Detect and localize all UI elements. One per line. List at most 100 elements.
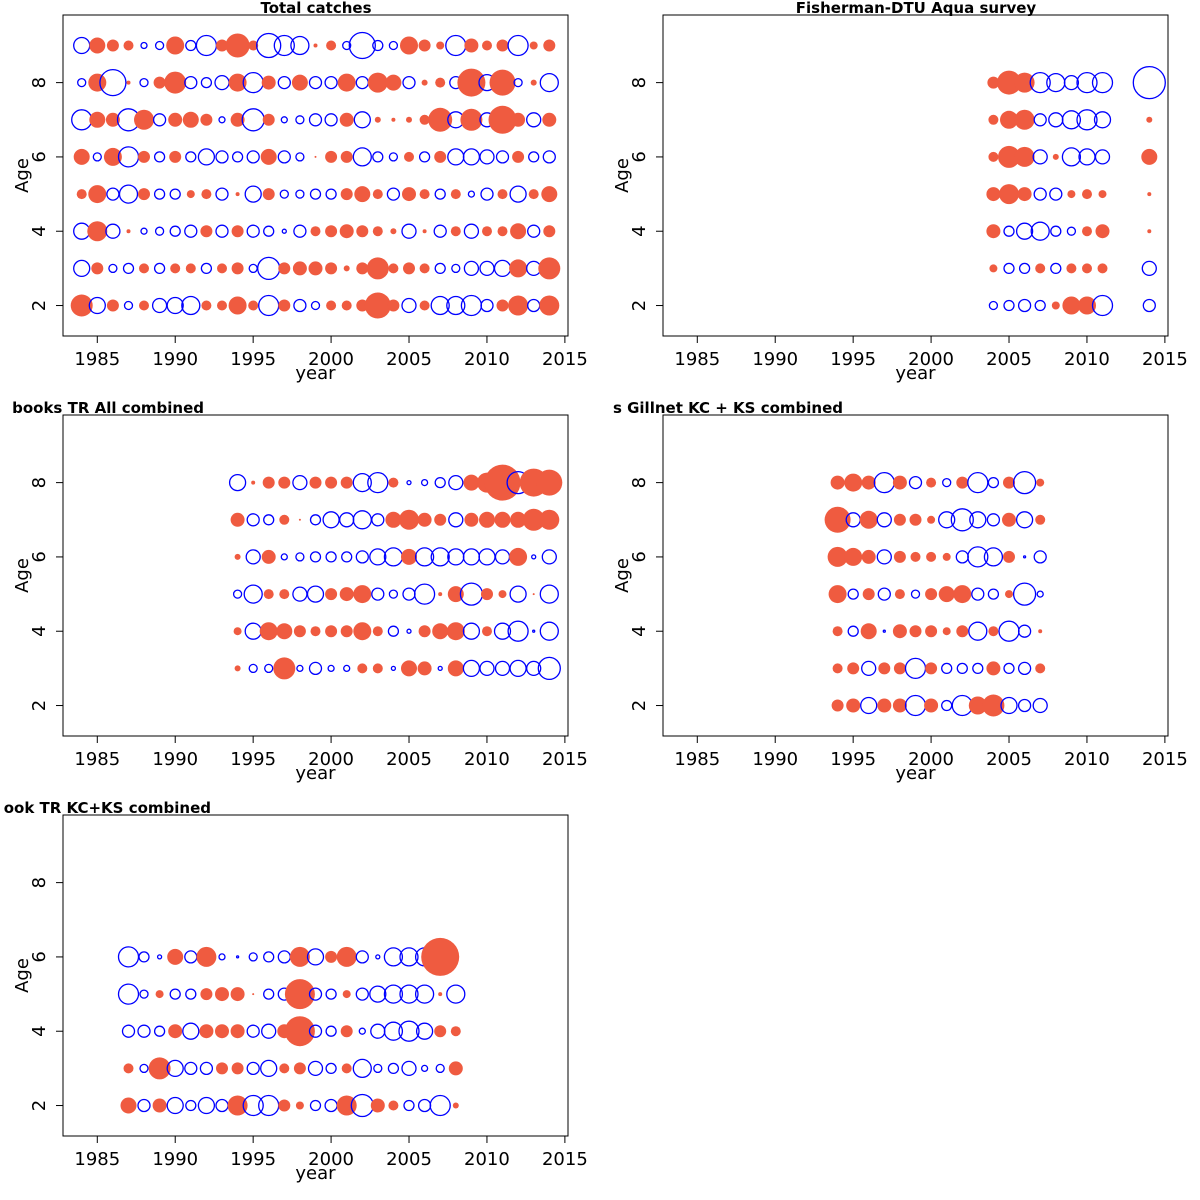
x-tick-label: 1995 (830, 749, 876, 770)
residual-bubble-1987-age9 (123, 40, 134, 51)
residual-bubble-2006-age3 (1017, 661, 1032, 676)
residual-bubble-1990-age6 (169, 150, 182, 163)
x-tick-label: 1995 (230, 1149, 276, 1170)
residual-bubble-2008-age7 (448, 512, 464, 528)
residual-bubble-2006-age4 (1015, 222, 1034, 240)
residual-bubble-1999-age4 (310, 626, 321, 637)
residual-bubble-2003-age4 (370, 1023, 386, 1039)
residual-bubble-2004-age7 (988, 114, 999, 125)
residual-bubble-1988-age2 (139, 300, 149, 311)
residual-bubble-1994-age3 (234, 665, 241, 672)
residual-bubble-2000-age3 (925, 662, 938, 675)
residual-bubble-1984-age3 (73, 259, 91, 278)
residual-bubble-1997-age7 (279, 514, 290, 525)
residual-bubble-2004-age3 (986, 661, 1001, 676)
residual-bubble-1998-age4 (892, 624, 907, 639)
residual-bubble-2005-age5 (399, 984, 419, 1004)
residual-bubble-1992-age6 (196, 946, 217, 967)
residual-bubble-2002-age6 (355, 950, 369, 964)
residual-bubble-1998-age5 (894, 589, 905, 600)
residual-bubble-1998-age8 (292, 474, 308, 491)
residual-bubble-2007-age3 (1035, 263, 1046, 274)
residual-bubble-2006-age4 (422, 229, 427, 234)
residual-bubble-2005-age6 (399, 947, 419, 967)
bubble-layer (824, 470, 1048, 717)
residual-bubble-2007-age6 (430, 547, 450, 567)
residual-bubble-2011-age7 (488, 105, 517, 134)
residual-bubble-2010-age5 (481, 588, 493, 601)
residual-bubble-2007-age5 (434, 188, 446, 200)
residual-bubble-1989-age5 (153, 188, 166, 200)
residual-bubble-2005-age4 (998, 620, 1020, 642)
residual-bubble-2013-age3 (526, 660, 542, 677)
panel-title: books TR All combined (12, 399, 204, 417)
residual-bubble-2005-age4 (401, 223, 417, 239)
residual-bubble-1991-age3 (185, 263, 196, 274)
residual-bubble-1986-age3 (108, 263, 118, 274)
residual-bubble-1993-age2 (215, 1098, 229, 1113)
x-tick-label: 1990 (152, 349, 198, 370)
residual-bubble-2005-age3 (401, 1060, 417, 1077)
residual-bubble-1995-age8 (251, 480, 256, 485)
y-axis-label: Age (12, 958, 33, 993)
residual-bubble-2014-age3 (538, 257, 561, 280)
residual-bubble-2001-age5 (339, 587, 354, 602)
residual-bubble-2005-age8 (997, 70, 1021, 95)
residual-bubble-2002-age6 (955, 550, 969, 564)
residual-bubble-2008-age5 (1049, 187, 1063, 201)
residual-bubble-2001-age4 (339, 224, 354, 239)
residual-bubble-2009-age3 (462, 659, 481, 678)
residual-bubble-1990-age3 (170, 263, 181, 274)
residual-bubble-1999-age3 (308, 661, 323, 676)
residual-bubble-1994-age5 (828, 585, 847, 604)
residual-bubble-1994-age8 (228, 73, 247, 92)
residual-bubble-1997-age7 (280, 116, 288, 124)
panel-logbooks-all: books TR All combined 1985 1990 1995 2000 200… (12, 399, 588, 784)
residual-bubble-1998-age3 (292, 261, 307, 276)
y-tick-label: 6 (29, 951, 50, 962)
residual-bubble-1988-age6 (138, 150, 150, 163)
residual-bubble-2013-age4 (532, 629, 536, 633)
residual-bubble-2000-age4 (325, 625, 338, 638)
residual-bubble-2007-age3 (1035, 663, 1046, 674)
residual-bubble-1997-age8 (277, 75, 291, 90)
residual-bubble-1998-age6 (893, 550, 906, 563)
residual-bubble-1984-age8 (77, 77, 87, 88)
residual-bubble-2008-age8 (448, 474, 464, 491)
residual-bubble-1992-age5 (200, 988, 213, 1001)
residual-bubble-2006-age8 (1012, 470, 1037, 495)
x-tick-label: 2000 (308, 749, 354, 770)
residual-bubble-2001-age8 (340, 476, 353, 489)
residual-bubble-1990-age5 (169, 988, 181, 1000)
residual-bubble-1994-age7 (230, 112, 245, 127)
residual-bubble-2010-age3 (1082, 263, 1092, 274)
residual-bubble-2003-age8 (967, 471, 989, 494)
residual-bubble-1997-age5 (877, 587, 891, 601)
residual-bubble-2006-age7 (417, 512, 432, 527)
residual-bubble-1996-age3 (257, 256, 281, 281)
residual-bubble-2000-age5 (325, 988, 337, 1000)
residual-bubble-2010-age5 (1082, 189, 1092, 200)
residual-bubble-1997-age5 (279, 589, 290, 600)
residual-bubble-1995-age2 (846, 698, 861, 713)
residual-bubble-1993-age5 (215, 187, 229, 201)
residual-bubble-1998-age9 (290, 35, 310, 56)
residual-bubble-1994-age9 (225, 33, 250, 58)
panel-total-catches: Total catches 1985 1990 1995 2000 2005 2010 201… (12, 0, 588, 384)
residual-bubble-1990-age2 (166, 296, 184, 315)
y-tick-label: 6 (29, 151, 50, 162)
residual-bubble-2007-age9 (436, 41, 445, 50)
x-tick-label: 1995 (230, 349, 276, 370)
residual-bubble-2004-age4 (387, 625, 400, 637)
residual-bubble-1985-age9 (89, 37, 106, 54)
residual-bubble-1998-age4 (293, 224, 307, 238)
residual-bubble-2014-age9 (543, 39, 556, 52)
residual-bubble-1986-age6 (103, 147, 122, 166)
residual-bubble-2010-age3 (479, 260, 495, 277)
residual-bubble-2013-age7 (526, 112, 542, 128)
residual-bubble-2014-age5 (541, 186, 558, 203)
residual-bubble-1995-age7 (241, 108, 265, 132)
residual-bubble-2002-age7 (352, 510, 372, 530)
